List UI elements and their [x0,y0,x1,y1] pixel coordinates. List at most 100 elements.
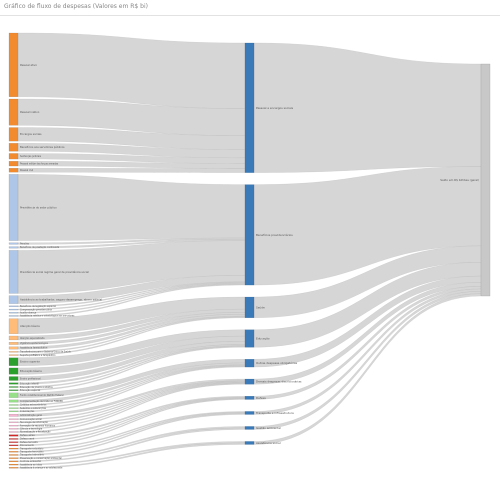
left-node-label-36: Formação de recursos humanos [20,424,56,427]
left-node-1 [8,98,19,126]
left-node-label-34: Comunicação social [20,418,42,421]
total-node [480,63,491,297]
left-node-9 [8,246,19,249]
middle-node-label-5: Demais despesas discricionárias [256,380,302,384]
left-node-label-9: Benefícios de prestação continuada [20,246,60,249]
left-node-33 [8,414,19,417]
chart-title: Gráfico de fluxo de despesas (Valores em… [4,3,148,10]
left-node-41 [8,441,19,443]
left-node-label-21: Suporte profilático e terapêutico [20,354,56,357]
left-node-17 [8,335,19,341]
left-node-21 [8,354,19,356]
left-node-label-15: Assistência médica e odontológica aos se… [20,315,75,318]
total-node-label: Saldo em R$ bilhões (geral) [440,178,479,182]
middle-nodes: Pessoal e encargos sociais Benefícios pre… [244,42,302,445]
left-node-46 [8,457,19,459]
left-node-22 [8,357,19,366]
left-node-20 [8,351,19,353]
left-node-label-22: Ensino superior [20,360,41,364]
left-node-label-37: Ciência e tecnologia [20,428,43,431]
middle-node-label-9: Assistência social [256,441,281,445]
middle-node-label-3: Educação [256,337,270,341]
left-node-19 [8,346,19,350]
left-node-label-4: Sentenças judiciais [20,155,42,158]
left-node-24 [8,376,19,381]
left-node-label-13: Compensação previdenciária [20,308,52,311]
middle-node-2 [244,296,255,318]
left-node-49 [8,467,19,469]
left-nodes: Pessoal ativo Pessoal inativo Encargos soc… [8,32,102,470]
left-node-label-41: Defesa terrestre [20,441,38,444]
left-node-label-18: Vigilância epidemiológica [20,342,49,345]
left-node-label-45: Transporte hidroviário [20,454,45,457]
left-node-label-40: Defesa naval [20,438,35,441]
left-node-label-12: Benefícios de legislação especial [20,305,56,308]
left-node-label-43: Transporte rodoviário [20,447,44,450]
left-node-label-1: Pessoal inativo [20,110,40,114]
left-node-label-16: Atenção básica [20,324,40,328]
left-node-label-2: Encargos sociais [20,132,42,136]
middle-node-4 [244,359,255,368]
left-node-35 [8,421,19,423]
left-node-26 [8,386,19,388]
middle-node-7 [244,411,255,415]
left-node-5 [8,161,19,167]
left-node-42 [8,444,19,446]
left-node-label-44: Transporte ferroviário [20,451,44,454]
left-node-48 [8,463,19,466]
flow-link-left-0 [17,32,246,109]
left-node-14 [8,312,19,314]
middle-node-label-6: Defesa [256,396,266,400]
middle-node-label-8: Gestão ambiental [256,426,281,430]
left-node-label-0: Pessoal ativo [20,63,37,67]
left-node-28 [8,392,19,398]
left-node-label-49: Assistência à criança e ao adolescente [20,467,63,470]
left-node-30 [8,404,19,406]
left-node-36 [8,424,19,427]
middle-node-label-7: Transporte e infraestrutura [255,411,294,415]
left-node-6 [8,168,19,173]
left-node-45 [8,454,19,456]
middle-node-label-4: Outras despesas obrigatórias [256,361,298,365]
left-node-label-46: Preservação e conservação ambiental [20,457,62,460]
left-node-label-47: Controle ambiental [20,460,41,463]
middle-node-9 [244,441,255,445]
middle-node-5 [244,378,255,385]
left-node-44 [8,451,19,453]
title-divider [0,15,500,16]
left-node-label-7: Previdência do setor público [20,205,57,209]
left-node-label-38: Normatização e fiscalização [20,431,51,434]
left-node-label-17: Atenção especializada [20,337,45,340]
left-node-label-27: Educação especial [20,389,41,392]
middle-node-6 [244,396,255,400]
middle-node-label-0: Pessoal e encargos sociais [256,106,294,110]
middle-node-0 [244,42,255,173]
left-node-32 [8,410,19,412]
left-node-23 [8,367,19,375]
left-node-label-33: Administração geral [20,414,42,417]
left-node-3 [8,143,19,152]
left-node-29 [8,399,19,403]
left-node-label-26: Educação de jovens e adultos [20,386,53,389]
left-node-label-19: Assistência farmacêutica [20,347,48,350]
middle-node-label-1: Benefícios previdenciários [256,233,293,237]
left-node-31 [8,407,19,409]
left-node-label-25: Educação infantil [20,382,39,385]
left-node-2 [8,127,19,142]
left-node-12 [8,305,19,307]
left-node-4 [8,153,19,160]
left-node-18 [8,342,19,345]
left-node-label-10: Previdência social regime geral de previ… [20,270,89,274]
left-node-11 [8,295,19,304]
left-node-39 [8,434,19,437]
left-node-40 [8,438,19,440]
left-node-7 [8,174,19,241]
left-node-label-11: Assistência ao trabalhador, seguro-desem… [20,298,102,302]
left-node-label-29: Complementação da União ao FUNDEB [20,400,63,403]
left-node-label-30: Créditos extraordinários [20,404,47,407]
left-node-label-20: Transferências para o Sistema Único de S… [20,351,71,354]
left-node-16 [8,318,19,334]
left-node-25 [8,382,19,385]
left-node-38 [8,431,19,433]
